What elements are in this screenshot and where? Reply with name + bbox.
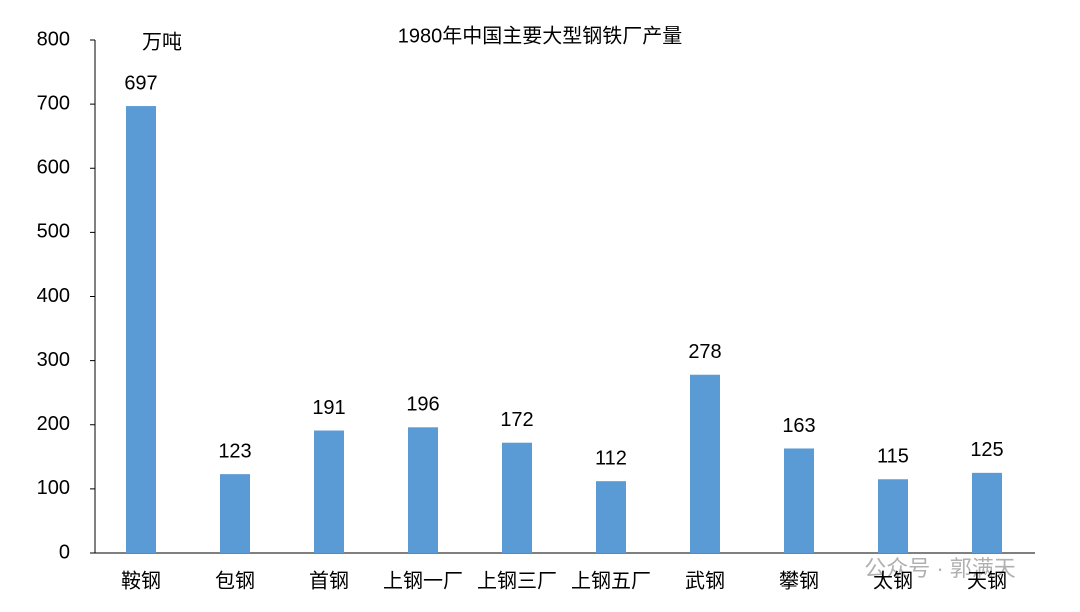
bar [126,106,156,553]
chart-title: 1980年中国主要大型钢铁厂产量 [398,24,683,47]
x-tick-label: 上钢三厂 [477,569,557,592]
y-tick-label: 300 [37,349,70,371]
value-label: 163 [782,415,815,437]
y-tick-label: 600 [37,157,70,179]
x-tick-label: 攀钢 [779,569,819,592]
bar [784,448,814,553]
watermark: 公众号 · 郭满天 [864,556,1016,581]
value-label: 123 [218,440,251,462]
value-label: 697 [124,72,157,94]
x-tick-label: 太钢 [873,569,913,592]
y-unit: 万吨 [142,30,182,53]
x-tick-label: 鞍钢 [121,569,161,592]
y-tick-label: 400 [37,285,70,307]
value-label: 196 [406,394,439,416]
value-label: 172 [500,409,533,431]
value-label: 191 [312,397,345,419]
bar [596,481,626,553]
value-label: 278 [688,341,721,363]
bar [408,427,438,553]
y-tick-label: 800 [37,28,70,50]
x-tick-label: 包钢 [215,569,255,592]
value-label: 125 [970,439,1003,461]
bar [690,374,720,553]
x-tick-label: 武钢 [685,569,725,592]
bar [502,442,532,553]
x-tick-label: 上钢五厂 [571,569,651,592]
bar [878,479,908,553]
x-tick-label: 首钢 [309,569,349,592]
bar [972,472,1002,553]
bar [314,430,344,553]
x-tick-label: 上钢一厂 [383,569,463,592]
y-tick-label: 700 [37,92,70,114]
y-tick-label: 100 [37,477,70,499]
x-tick-label: 天钢 [967,569,1007,592]
bar [220,474,250,553]
y-tick-label: 200 [37,413,70,435]
value-label: 115 [877,446,909,468]
value-label: 112 [595,447,627,469]
y-tick-label: 500 [37,221,70,243]
y-tick-label: 0 [59,541,70,563]
